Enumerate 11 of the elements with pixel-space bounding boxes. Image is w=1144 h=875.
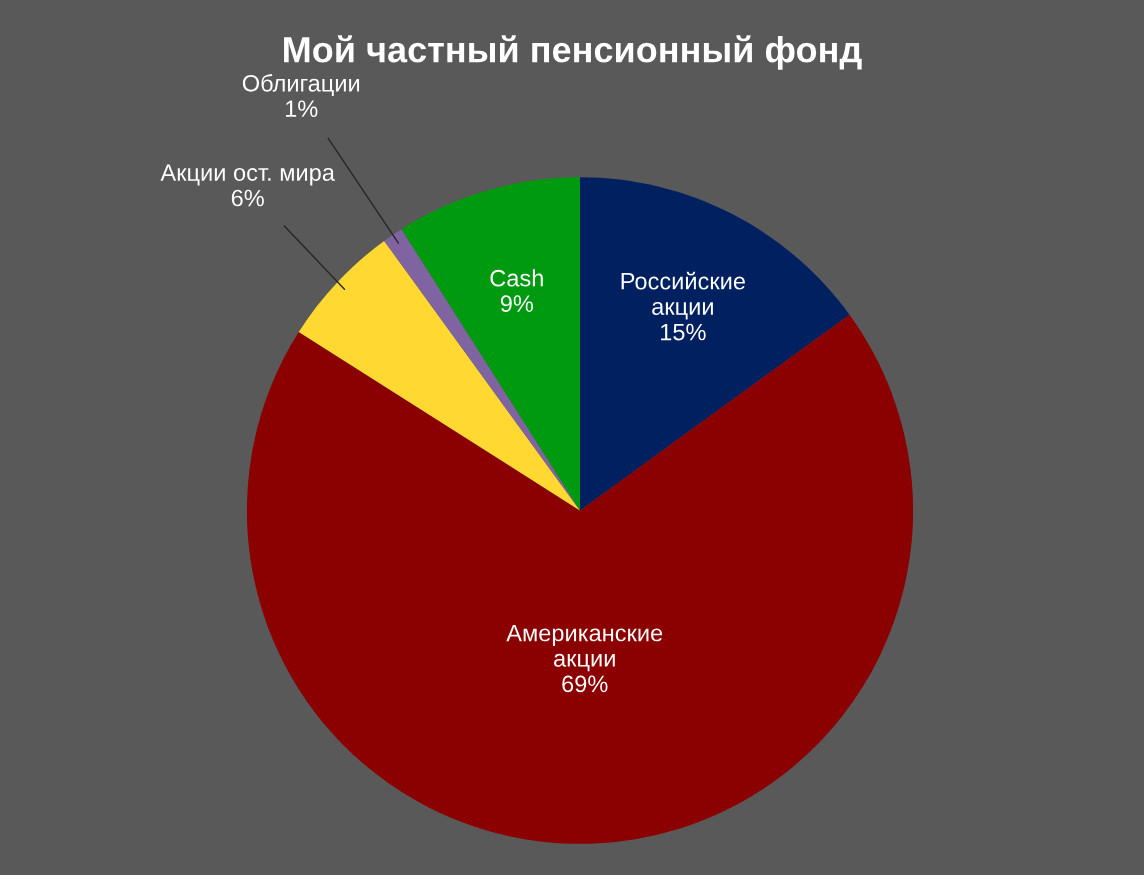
data-label: 15% bbox=[661, 323, 706, 341]
data-label: 6% bbox=[231, 189, 264, 207]
data-label: 1% bbox=[285, 100, 318, 117]
data-label: 69% bbox=[562, 675, 608, 693]
data-label: 9% bbox=[500, 295, 534, 312]
slice-label: Акции ост. мира bbox=[160, 164, 335, 186]
slice-label: Американские акции bbox=[506, 624, 663, 672]
chart-title: Мой частный пенсионный фонд bbox=[284, 35, 862, 70]
slice-label: Облигации bbox=[242, 74, 360, 97]
slice-label: Cash bbox=[490, 269, 543, 287]
slice-label: Российские акции bbox=[621, 271, 745, 320]
